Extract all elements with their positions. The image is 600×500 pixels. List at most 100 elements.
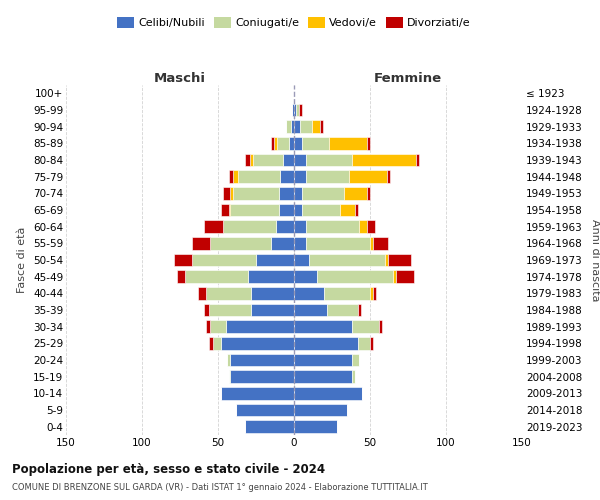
Bar: [209, 304, 251, 316]
Text: Maschi: Maschi: [154, 72, 206, 85]
Bar: [256, 254, 294, 266]
Legend: Celibi/Nubili, Coniugati/e, Vedovi/e, Divorziati/e: Celibi/Nubili, Coniugati/e, Vedovi/e, Di…: [114, 14, 474, 32]
Text: Femmine: Femmine: [374, 72, 442, 85]
Bar: [296, 104, 299, 117]
Bar: [294, 287, 325, 300]
Bar: [352, 154, 416, 166]
Bar: [233, 170, 238, 183]
Bar: [294, 254, 309, 266]
Bar: [192, 237, 211, 250]
Bar: [294, 204, 302, 216]
Bar: [229, 370, 230, 383]
Bar: [388, 254, 411, 266]
Bar: [358, 304, 361, 316]
Bar: [206, 287, 251, 300]
Bar: [205, 304, 209, 316]
Bar: [221, 204, 229, 216]
Bar: [277, 137, 289, 149]
Bar: [198, 287, 206, 300]
Bar: [279, 204, 294, 216]
Bar: [294, 220, 306, 233]
Bar: [245, 154, 250, 166]
Bar: [294, 387, 362, 400]
Bar: [294, 304, 328, 316]
Bar: [396, 270, 414, 283]
Bar: [299, 104, 302, 117]
Bar: [352, 354, 359, 366]
Bar: [328, 304, 358, 316]
Bar: [379, 320, 382, 333]
Bar: [294, 404, 347, 416]
Bar: [226, 320, 294, 333]
Bar: [227, 354, 230, 366]
Bar: [177, 270, 185, 283]
Bar: [367, 220, 374, 233]
Bar: [294, 237, 306, 250]
Bar: [205, 220, 223, 233]
Bar: [309, 254, 385, 266]
Bar: [276, 220, 294, 233]
Bar: [211, 237, 271, 250]
Bar: [230, 187, 233, 200]
Bar: [387, 170, 390, 183]
Bar: [306, 237, 370, 250]
Bar: [248, 270, 294, 283]
Bar: [286, 120, 291, 133]
Bar: [294, 270, 317, 283]
Bar: [302, 137, 329, 149]
Bar: [206, 320, 211, 333]
Bar: [302, 204, 340, 216]
Bar: [230, 204, 279, 216]
Bar: [233, 187, 279, 200]
Bar: [251, 287, 294, 300]
Bar: [223, 220, 276, 233]
Y-axis label: Fasce di età: Fasce di età: [17, 227, 28, 293]
Bar: [294, 337, 358, 349]
Bar: [221, 387, 294, 400]
Bar: [329, 137, 367, 149]
Bar: [230, 370, 294, 383]
Bar: [280, 170, 294, 183]
Bar: [300, 120, 312, 133]
Bar: [294, 354, 352, 366]
Bar: [344, 187, 367, 200]
Bar: [416, 154, 419, 166]
Bar: [294, 137, 302, 149]
Bar: [349, 170, 387, 183]
Bar: [221, 337, 294, 349]
Y-axis label: Anni di nascita: Anni di nascita: [590, 219, 599, 301]
Bar: [192, 254, 256, 266]
Bar: [294, 320, 352, 333]
Bar: [291, 120, 294, 133]
Bar: [325, 287, 370, 300]
Bar: [230, 354, 294, 366]
Bar: [340, 204, 355, 216]
Bar: [294, 120, 300, 133]
Bar: [294, 104, 296, 117]
Bar: [306, 170, 349, 183]
Bar: [236, 404, 294, 416]
Bar: [229, 170, 233, 183]
Bar: [294, 420, 337, 433]
Bar: [367, 137, 370, 149]
Bar: [385, 254, 388, 266]
Bar: [317, 270, 393, 283]
Bar: [283, 154, 294, 166]
Bar: [306, 154, 352, 166]
Bar: [274, 137, 277, 149]
Bar: [373, 287, 376, 300]
Bar: [185, 270, 248, 283]
Bar: [294, 370, 352, 383]
Bar: [294, 154, 306, 166]
Bar: [359, 220, 367, 233]
Bar: [211, 320, 226, 333]
Bar: [312, 120, 320, 133]
Bar: [253, 154, 283, 166]
Bar: [370, 287, 373, 300]
Text: COMUNE DI BRENZONE SUL GARDA (VR) - Dati ISTAT 1° gennaio 2024 - Elaborazione TU: COMUNE DI BRENZONE SUL GARDA (VR) - Dati…: [12, 482, 428, 492]
Bar: [294, 187, 302, 200]
Text: Popolazione per età, sesso e stato civile - 2024: Popolazione per età, sesso e stato civil…: [12, 462, 325, 475]
Bar: [250, 154, 253, 166]
Bar: [271, 137, 274, 149]
Bar: [223, 187, 230, 200]
